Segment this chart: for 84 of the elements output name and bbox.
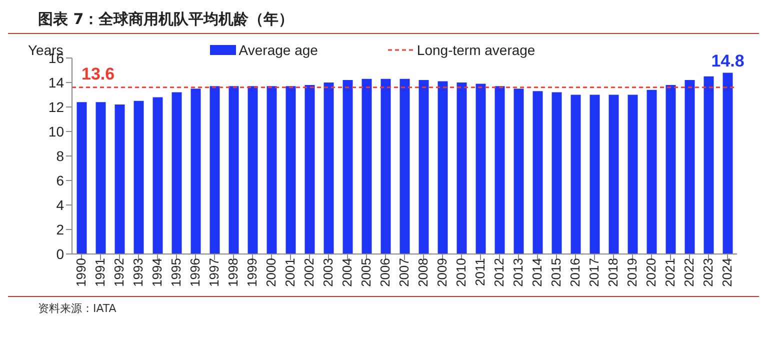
x-tick-label: 2024 [720, 258, 735, 287]
bar [570, 94, 581, 254]
x-tick-label: 2005 [358, 258, 374, 287]
bar [172, 92, 182, 254]
x-tick-label: 2008 [416, 258, 431, 287]
x-tick-label: 2010 [454, 258, 469, 287]
x-tick-label: 2001 [282, 258, 298, 287]
y-tick-label: 2 [56, 221, 64, 238]
bar [286, 86, 296, 254]
x-tick-label: 1994 [150, 258, 165, 287]
y-tick-label: 14 [48, 74, 64, 90]
x-tick-label: 2020 [644, 258, 659, 287]
bar [494, 86, 505, 254]
bar [400, 78, 410, 254]
x-tick-label: 2017 [586, 258, 602, 287]
bar [266, 86, 277, 254]
bar [684, 80, 695, 254]
x-tick-label: 2019 [624, 258, 640, 287]
bar [438, 81, 448, 254]
bar [228, 86, 239, 254]
bar [666, 84, 676, 254]
bar [628, 94, 638, 254]
x-tick-label: 1996 [188, 258, 203, 287]
bar [590, 94, 600, 254]
bar [114, 104, 125, 254]
x-tick-label: 2021 [662, 258, 678, 287]
bar [96, 102, 106, 254]
bar [248, 86, 258, 254]
bar [418, 80, 429, 254]
y-tick-label: 12 [48, 98, 64, 115]
x-tick-label: 1997 [206, 258, 222, 287]
y-tick-label: 8 [56, 148, 64, 164]
x-tick-label: 2002 [302, 258, 317, 287]
bar [342, 80, 353, 254]
bar [704, 76, 714, 254]
legend-label: Long-term average [416, 42, 536, 58]
bar [304, 84, 315, 254]
x-tick-label: 2022 [682, 258, 697, 287]
x-tick-label: 2023 [700, 258, 716, 287]
annotation: 13.6 [82, 64, 115, 84]
y-tick-label: 4 [56, 196, 64, 213]
bar [380, 78, 391, 254]
x-tick-label: 1992 [112, 258, 127, 287]
x-tick-label: 2009 [434, 258, 450, 287]
y-tick-label: 0 [56, 246, 64, 262]
bar [210, 86, 220, 254]
x-tick-label: 1999 [244, 258, 260, 287]
y-tick-label: 10 [48, 123, 64, 140]
x-tick-label: 2014 [530, 258, 545, 287]
x-tick-label: 2000 [264, 258, 279, 287]
x-tick-label: 2012 [492, 258, 507, 287]
bar [608, 94, 619, 254]
bar [456, 82, 467, 254]
x-tick-label: 1995 [168, 258, 184, 287]
bar [476, 84, 486, 254]
bar [362, 78, 372, 254]
text: 资料来源：IATA [8, 296, 759, 316]
data-label: 14.8 [711, 52, 744, 71]
x-tick-label: 1991 [92, 258, 108, 287]
x-tick-label: 2003 [320, 258, 336, 287]
bar [722, 72, 733, 254]
x-tick-label: 2016 [568, 258, 583, 287]
bar [552, 92, 562, 254]
x-tick-label: 2015 [548, 258, 564, 287]
x-tick-label: 1990 [74, 258, 89, 287]
bar [324, 82, 334, 254]
y-tick-label: 6 [56, 172, 64, 188]
x-tick-label: 1998 [226, 258, 241, 287]
x-tick-label: 2007 [396, 258, 412, 287]
x-tick-label: 1993 [130, 258, 146, 287]
bar [532, 91, 543, 254]
x-tick-label: 2004 [340, 258, 355, 287]
x-tick-label: 2018 [606, 258, 621, 287]
bar [152, 97, 163, 254]
x-tick-label: 2011 [472, 258, 488, 286]
x-tick-label: 2013 [510, 258, 526, 287]
bar [646, 90, 657, 254]
bar [190, 88, 201, 254]
bar [134, 100, 144, 254]
bar [514, 88, 524, 254]
chart-title: 图表 7：全球商用机队平均机龄（年） [8, 8, 759, 34]
legend-label: Average age [238, 42, 318, 58]
x-tick-label: 2006 [378, 258, 393, 287]
bar [76, 102, 87, 254]
